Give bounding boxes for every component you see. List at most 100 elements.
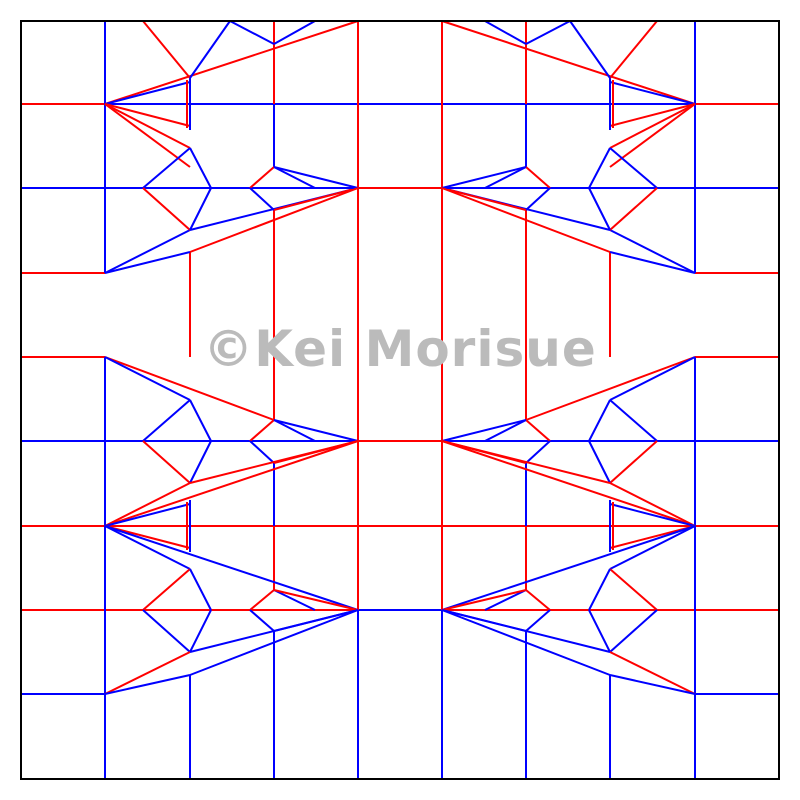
valley-fold-line bbox=[525, 609, 551, 632]
valley-fold-line bbox=[441, 166, 527, 189]
valley-fold-line bbox=[104, 81, 191, 105]
mountain-fold-line bbox=[609, 651, 696, 695]
mountain-fold-line bbox=[441, 440, 611, 484]
mountain-fold-line bbox=[249, 589, 275, 611]
valley-fold-line bbox=[273, 419, 316, 442]
valley-fold-line bbox=[588, 440, 611, 484]
mountain-fold-line bbox=[189, 440, 359, 484]
valley-fold-line bbox=[588, 147, 611, 189]
valley-fold-line bbox=[273, 166, 359, 189]
mountain-fold-line bbox=[525, 419, 551, 442]
valley-fold-line bbox=[441, 525, 696, 611]
valley-fold-line bbox=[588, 609, 611, 653]
mountain-fold-line bbox=[249, 419, 275, 442]
mountain-fold-line bbox=[609, 103, 696, 127]
valley-fold-line bbox=[142, 147, 191, 189]
mountain-fold-line bbox=[142, 440, 191, 484]
valley-fold-line bbox=[189, 440, 212, 484]
valley-fold-line bbox=[484, 166, 527, 189]
valley-fold-line bbox=[525, 440, 551, 464]
valley-fold-line bbox=[229, 20, 275, 45]
valley-fold-line bbox=[441, 609, 611, 653]
mountain-fold-line bbox=[104, 103, 191, 149]
valley-fold-line bbox=[249, 187, 275, 211]
valley-fold-line bbox=[273, 419, 359, 442]
mountain-fold-line bbox=[609, 20, 658, 79]
valley-fold-line bbox=[609, 81, 696, 105]
valley-fold-line bbox=[609, 525, 696, 570]
valley-fold-line bbox=[142, 399, 191, 442]
valley-fold-line bbox=[273, 20, 316, 45]
mountain-fold-line bbox=[273, 187, 359, 211]
mountain-fold-line bbox=[609, 103, 696, 168]
valley-fold-line bbox=[104, 356, 191, 401]
valley-fold-line bbox=[484, 419, 527, 442]
valley-fold-line bbox=[484, 20, 527, 45]
valley-fold-line bbox=[249, 440, 275, 464]
valley-fold-line bbox=[104, 674, 191, 695]
valley-fold-line bbox=[273, 166, 316, 189]
mountain-fold-line bbox=[609, 482, 696, 527]
valley-fold-line bbox=[249, 609, 275, 632]
valley-fold-line bbox=[588, 399, 611, 442]
mountain-fold-line bbox=[273, 589, 359, 611]
mountain-fold-line bbox=[609, 440, 658, 484]
mountain-fold-line bbox=[441, 187, 527, 211]
valley-fold-line bbox=[525, 20, 571, 45]
mountain-fold-line bbox=[104, 440, 359, 527]
valley-fold-line bbox=[189, 609, 212, 653]
mountain-fold-line bbox=[104, 103, 191, 127]
mountain-fold-line bbox=[441, 187, 611, 253]
mountain-fold-line bbox=[441, 589, 527, 611]
valley-fold-line bbox=[484, 589, 527, 611]
mountain-fold-line bbox=[142, 20, 191, 79]
valley-fold-line bbox=[609, 399, 658, 442]
valley-fold-line bbox=[189, 609, 359, 653]
crease-lines bbox=[21, 20, 779, 779]
mountain-fold-line bbox=[609, 187, 658, 231]
mountain-fold-line bbox=[609, 568, 658, 611]
valley-fold-line bbox=[588, 187, 611, 231]
valley-fold-line bbox=[189, 568, 212, 611]
valley-fold-line bbox=[142, 609, 191, 653]
mountain-fold-line bbox=[104, 651, 191, 695]
valley-fold-line bbox=[588, 568, 611, 611]
valley-fold-line bbox=[525, 187, 551, 211]
valley-fold-line bbox=[569, 20, 611, 79]
valley-fold-line bbox=[609, 251, 696, 274]
valley-fold-line bbox=[104, 251, 191, 274]
valley-fold-line bbox=[189, 609, 359, 676]
mountain-fold-line bbox=[104, 103, 191, 168]
valley-fold-line bbox=[104, 525, 359, 611]
mountain-fold-line bbox=[142, 568, 191, 611]
valley-fold-line bbox=[104, 503, 191, 527]
paper-border bbox=[20, 20, 780, 780]
valley-fold-line bbox=[609, 147, 658, 189]
valley-fold-line bbox=[609, 503, 696, 527]
mountain-fold-line bbox=[142, 187, 191, 231]
valley-fold-line bbox=[189, 399, 212, 442]
mountain-fold-line bbox=[441, 440, 696, 527]
valley-fold-line bbox=[609, 229, 696, 274]
mountain-fold-line bbox=[609, 103, 696, 149]
mountain-fold-line bbox=[249, 166, 275, 189]
valley-fold-line bbox=[609, 609, 658, 653]
mountain-fold-line bbox=[104, 356, 275, 421]
valley-fold-line bbox=[441, 609, 611, 676]
mountain-fold-line bbox=[441, 20, 696, 105]
mountain-fold-line bbox=[104, 482, 191, 527]
valley-fold-line bbox=[189, 20, 231, 79]
valley-fold-line bbox=[441, 419, 527, 442]
valley-fold-line bbox=[189, 147, 212, 189]
mountain-fold-line bbox=[189, 187, 359, 253]
valley-fold-line bbox=[189, 187, 212, 231]
mountain-fold-line bbox=[525, 589, 551, 611]
valley-fold-line bbox=[609, 356, 696, 401]
valley-fold-line bbox=[273, 589, 316, 611]
valley-fold-line bbox=[609, 674, 696, 695]
mountain-fold-line bbox=[525, 356, 696, 421]
mountain-fold-line bbox=[104, 20, 359, 105]
valley-fold-line bbox=[104, 229, 191, 274]
mountain-fold-line bbox=[525, 166, 551, 189]
